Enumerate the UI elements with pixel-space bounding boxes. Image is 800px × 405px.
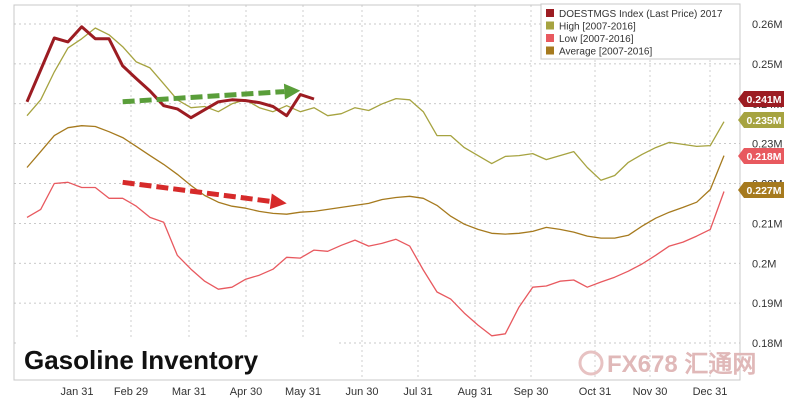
x-tick-label: Feb 29 (114, 386, 148, 398)
x-tick-label: Jan 31 (60, 386, 93, 398)
arrow-shaft-0 (122, 89, 285, 105)
series-layer (25, 25, 725, 337)
chart-title: Gasoline Inventory (24, 345, 259, 375)
watermark-logo-icon (578, 350, 604, 376)
x-tick-label: Sep 30 (514, 386, 549, 398)
last-value-badge (744, 148, 784, 164)
y-tick-label: 0.21M (752, 218, 783, 230)
series-line-2 (26, 181, 725, 337)
last-value-badges: 0.241M 0.235M 0.218M 0.227M (738, 91, 784, 198)
arrow-head-1 (269, 193, 287, 210)
legend-box (540, 3, 741, 60)
last-value-badge (744, 91, 784, 107)
x-tick-label: Jul 31 (403, 386, 432, 398)
legend-swatch (546, 46, 554, 55)
y-tick-label: 0.18M (752, 338, 783, 350)
last-value-label: 0.235M (746, 115, 781, 127)
last-value-label: 0.218M (746, 151, 781, 163)
y-tick-label: 0.2M (752, 258, 776, 270)
chart-title-box (18, 340, 336, 378)
legend-entry: Average [2007-2016] (559, 47, 652, 58)
x-tick-label: Dec 31 (693, 386, 728, 398)
y-tick-label: 0.25M (752, 59, 783, 71)
arrow-head-0 (283, 83, 301, 100)
grid-layer (13, 4, 741, 381)
last-value-badge-pointer (738, 112, 744, 128)
last-value-badge-pointer (738, 182, 744, 198)
x-tick-label: Nov 30 (633, 386, 668, 398)
legend-swatch (546, 9, 554, 17)
legend: DOESTMGS Index (Last Price) 2017 High [20… (540, 3, 741, 60)
arrow-shaft-1 (122, 179, 272, 204)
last-value-badge (744, 182, 784, 198)
last-value-badge (744, 112, 784, 128)
x-tick-label: Jun 30 (345, 386, 378, 398)
annotation-arrows (122, 83, 301, 210)
legend-entry: DOESTMGS Index (Last Price) 2017 (559, 9, 723, 20)
x-tick-label: May 31 (285, 386, 321, 398)
x-axis-ticks: Jan 31 Feb 29 Mar 31 Apr 30 May 31 Jun 30 Jul … (60, 386, 727, 398)
y-tick-label: 0.23M (752, 139, 783, 151)
legend-entry: Low [2007-2016] (559, 34, 634, 45)
legend-swatch (546, 34, 554, 42)
y-tick-label: 0.26M (752, 19, 783, 31)
watermark-text: FX678 汇通网 (607, 351, 756, 378)
plot-frame (13, 4, 741, 381)
series-line-0 (25, 25, 315, 120)
series-line-1 (26, 27, 725, 181)
x-tick-label: Aug 31 (458, 386, 493, 398)
x-tick-label: Mar 31 (172, 386, 206, 398)
last-value-badge-pointer (738, 91, 744, 107)
last-value-label: 0.227M (746, 185, 781, 197)
last-value-badge-pointer (738, 148, 744, 164)
x-tick-label: Oct 31 (579, 386, 611, 398)
watermark: FX678 汇通网 (578, 350, 756, 378)
last-value-label: 0.241M (746, 94, 781, 106)
legend-entry: High [2007-2016] (559, 22, 636, 33)
legend-swatch (546, 21, 554, 30)
series-line-3 (26, 125, 725, 239)
x-tick-label: Apr 30 (230, 386, 262, 398)
y-tick-label: 0.19M (752, 298, 783, 310)
